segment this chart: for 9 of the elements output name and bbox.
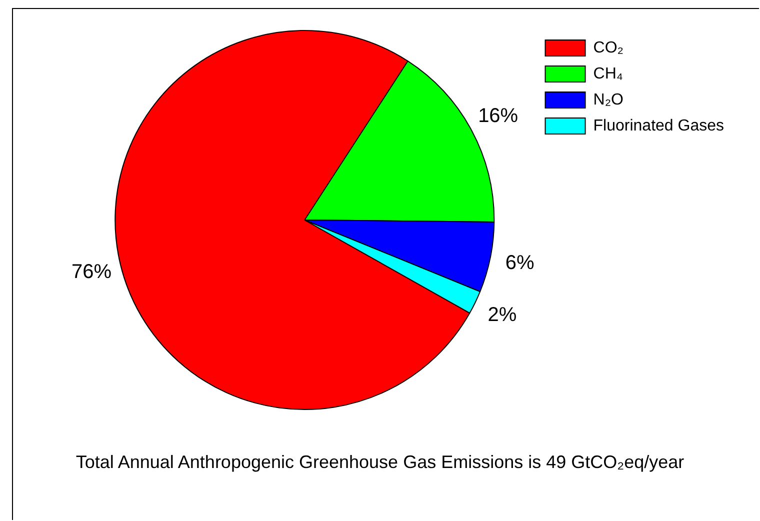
- data-label: 2%: [488, 304, 517, 326]
- data-label: 16%: [478, 104, 518, 127]
- legend-label: N₂O: [593, 91, 624, 108]
- legend-label: Fluorinated Gases: [593, 117, 724, 134]
- legend-label: CH₄: [593, 65, 623, 82]
- data-label: 76%: [71, 260, 112, 283]
- text: Total Annual Anthropogenic Greenhouse Gas Emissions is 49 GtCO₂eq/year: [74, 452, 686, 473]
- data-label: 6%: [505, 252, 534, 274]
- legend-label: CO₂: [593, 39, 624, 56]
